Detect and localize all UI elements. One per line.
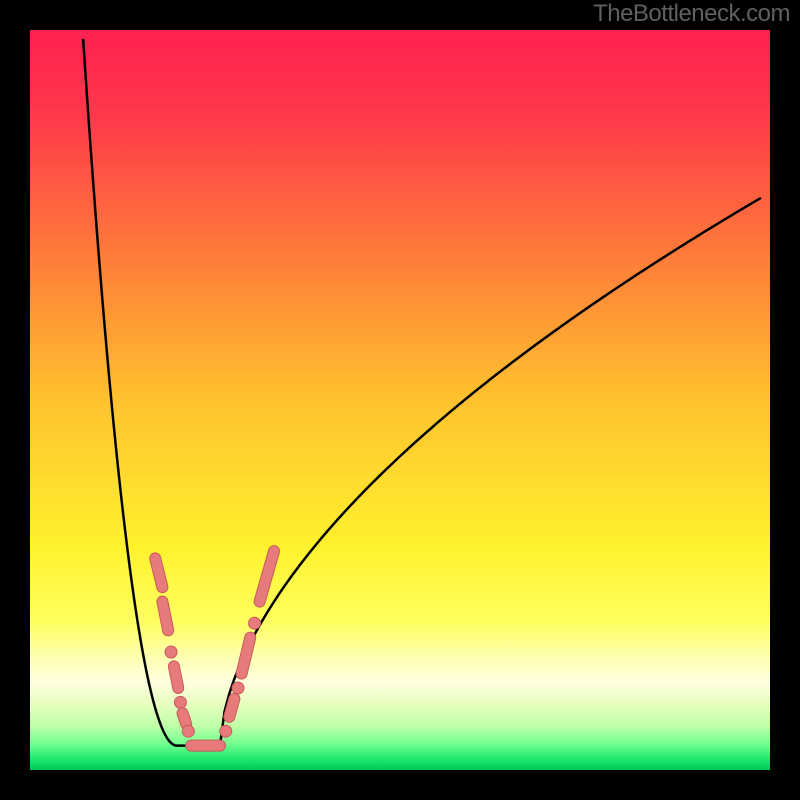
frame-right bbox=[770, 0, 800, 800]
plot-background bbox=[30, 30, 770, 770]
marker-capsule bbox=[229, 699, 234, 717]
marker-capsule bbox=[183, 713, 187, 724]
marker-capsule bbox=[174, 666, 178, 688]
marker-dot bbox=[249, 617, 261, 629]
marker-dot bbox=[182, 725, 194, 737]
watermark-text: TheBottleneck.com bbox=[593, 0, 790, 28]
bottleneck-chart-svg bbox=[0, 0, 800, 800]
frame-left bbox=[0, 0, 30, 800]
marker-capsule bbox=[162, 602, 168, 631]
marker-dot bbox=[174, 696, 186, 708]
marker-capsule bbox=[155, 558, 162, 587]
frame-bottom bbox=[0, 770, 800, 800]
marker-dot bbox=[232, 682, 244, 694]
marker-dot bbox=[220, 725, 232, 737]
marker-dot bbox=[165, 646, 177, 658]
chart-stage: TheBottleneck.com bbox=[0, 0, 800, 800]
